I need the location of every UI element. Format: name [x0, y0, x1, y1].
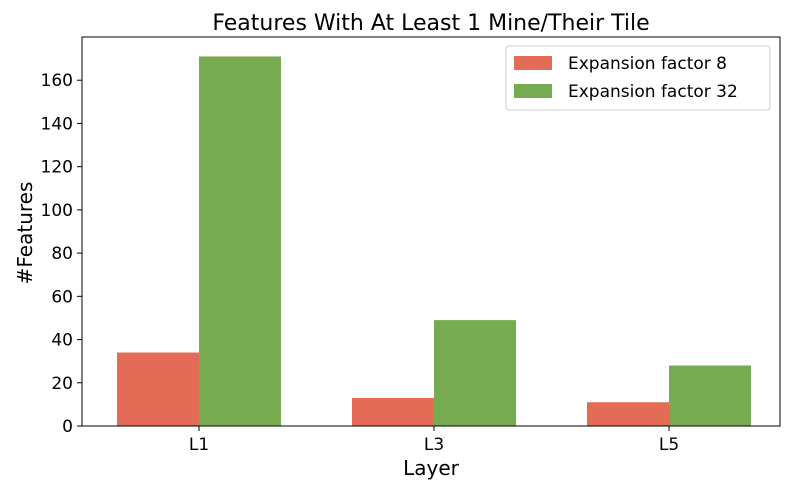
- y-tick-label: 60: [51, 287, 73, 307]
- bar-l1-series-2: [199, 56, 281, 426]
- legend-label-1: Expansion factor 8: [568, 54, 727, 74]
- bar-l1-series-1: [117, 352, 199, 426]
- bar-l3-series-2: [434, 320, 516, 426]
- y-tick-label: 160: [41, 71, 73, 91]
- x-tick-label: L1: [189, 435, 209, 455]
- y-tick-label: 20: [51, 374, 73, 394]
- y-tick-label: 120: [41, 158, 73, 178]
- y-tick-label: 40: [51, 331, 73, 351]
- bar-l3-series-1: [352, 397, 434, 426]
- legend-box: [505, 45, 771, 111]
- chart-title: Features With At Least 1 Mine/Their Tile: [212, 11, 649, 36]
- plot-area: 0 20 40 60 80 100 120 140 160 L1 L3 L5: [41, 36, 781, 455]
- y-tick-label: 80: [51, 244, 73, 264]
- y-tick-label: 0: [62, 417, 73, 437]
- legend-swatch-1: [514, 56, 552, 70]
- legend: Expansion factor 8 Expansion factor 32: [505, 45, 771, 111]
- y-tick-label: 140: [41, 114, 73, 134]
- plot-frame: [81, 36, 781, 427]
- y-tick-label: 100: [41, 201, 73, 221]
- x-tick-label: L5: [659, 435, 679, 455]
- y-axis-label: #Features: [13, 182, 37, 285]
- x-tick-label: L3: [424, 435, 444, 455]
- legend-label-2: Expansion factor 32: [568, 82, 738, 102]
- bar-l5-series-1: [587, 402, 669, 426]
- bar-l5-series-2: [669, 365, 751, 426]
- legend-swatch-2: [514, 84, 552, 98]
- x-axis-label: Layer: [403, 456, 460, 480]
